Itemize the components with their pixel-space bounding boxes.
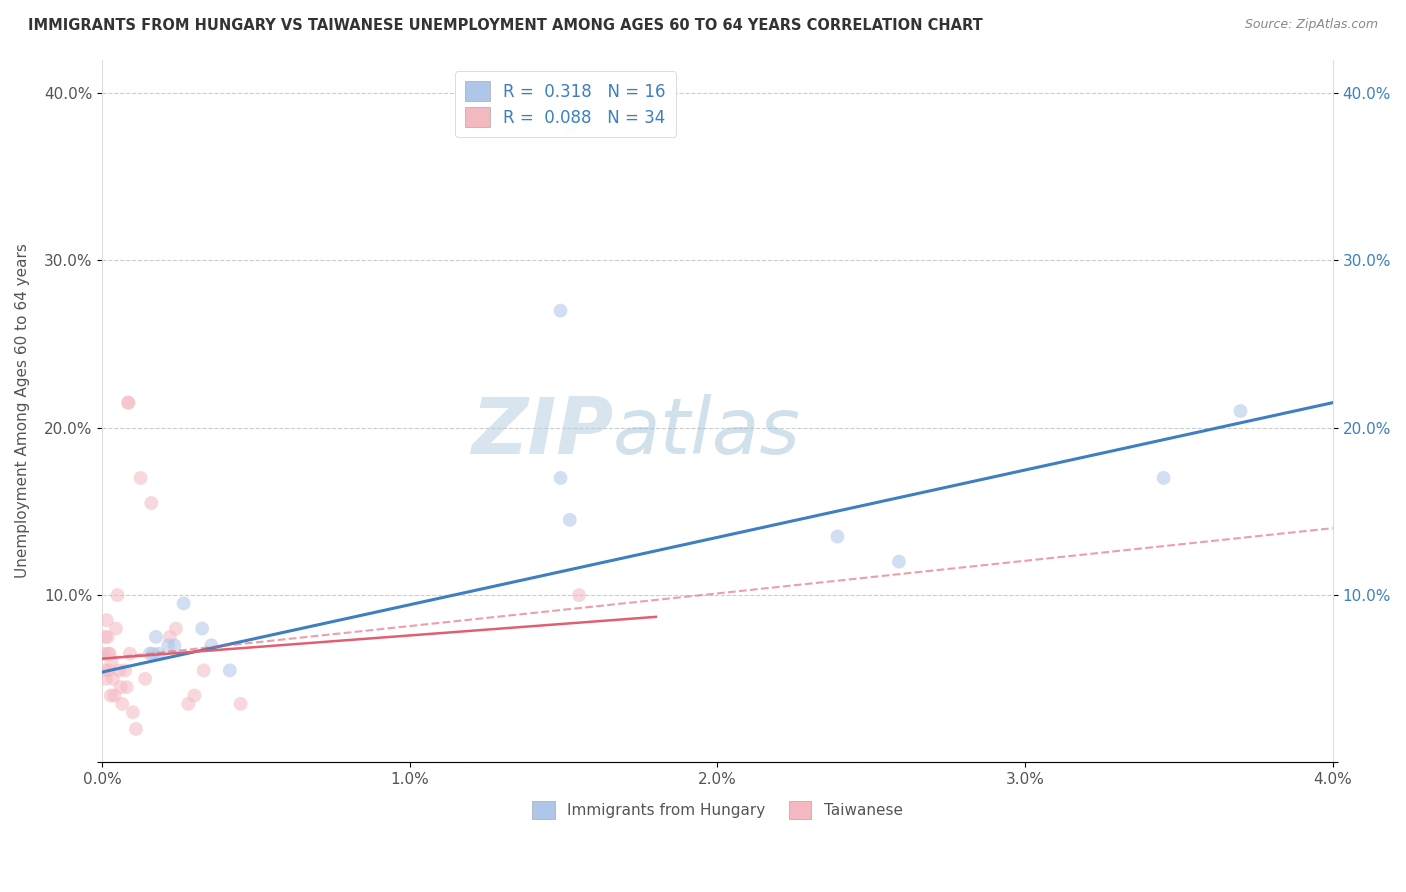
Point [229,697,252,711]
Point [200,638,222,652]
Point [159,630,181,644]
Point [1229,404,1251,418]
Point [129,471,152,485]
Point [100,655,122,669]
Point [558,120,581,134]
Point [163,638,186,652]
Point [93,647,115,661]
Point [141,496,163,510]
Point [145,630,167,644]
Point [887,555,910,569]
Point [94,672,117,686]
Point [117,395,139,409]
Legend: Immigrants from Hungary, Taiwanese: Immigrants from Hungary, Taiwanese [526,795,908,825]
Point [97,664,120,678]
Point [183,689,205,703]
Point [157,638,180,652]
Point [1153,471,1175,485]
Point [827,529,849,543]
Point [111,697,134,711]
Text: atlas: atlas [613,394,800,470]
Point [100,689,122,703]
Point [122,705,145,719]
Y-axis label: Unemployment Among Ages 60 to 64 years: Unemployment Among Ages 60 to 64 years [15,244,30,578]
Text: Source: ZipAtlas.com: Source: ZipAtlas.com [1244,18,1378,31]
Point [97,630,120,644]
Point [218,664,240,678]
Point [115,680,138,694]
Point [103,689,125,703]
Point [550,471,572,485]
Point [558,513,581,527]
Point [94,630,117,644]
Point [96,613,118,627]
Point [108,664,131,678]
Point [110,680,132,694]
Text: ZIP: ZIP [471,394,613,470]
Point [107,588,129,602]
Point [142,647,165,661]
Point [114,664,136,678]
Point [93,664,115,678]
Point [125,722,148,736]
Point [117,395,139,409]
Text: IMMIGRANTS FROM HUNGARY VS TAIWANESE UNEMPLOYMENT AMONG AGES 60 TO 64 YEARS CORR: IMMIGRANTS FROM HUNGARY VS TAIWANESE UNE… [28,18,983,33]
Point [118,647,141,661]
Point [550,303,572,318]
Point [173,597,195,611]
Point [139,647,162,661]
Point [101,672,124,686]
Point [165,622,187,636]
Point [97,647,120,661]
Point [104,622,127,636]
Point [193,664,215,678]
Point [191,622,214,636]
Point [148,647,170,661]
Point [177,697,200,711]
Point [98,647,121,661]
Point [134,672,156,686]
Point [568,588,591,602]
